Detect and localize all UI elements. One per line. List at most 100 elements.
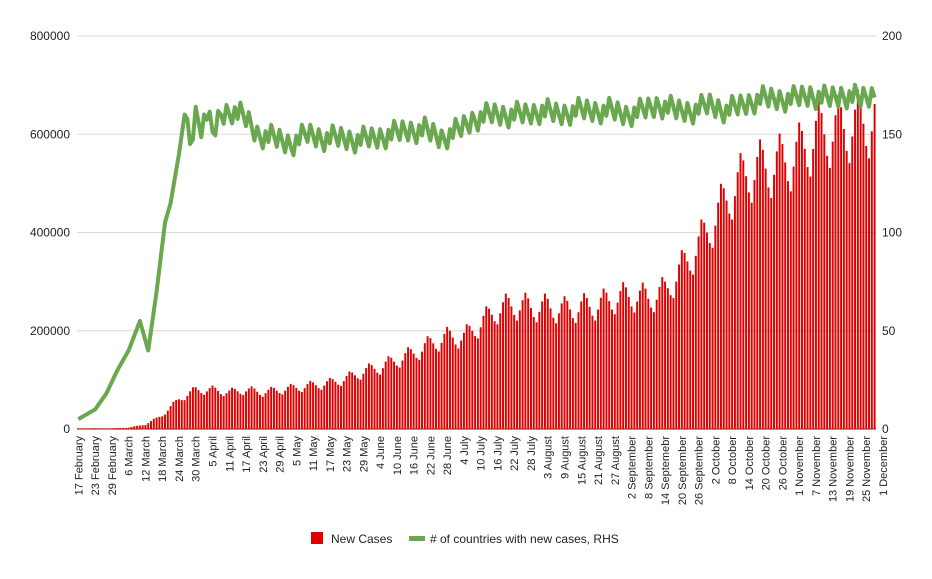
- bar-new-cases: [460, 340, 463, 429]
- bar-new-cases: [398, 367, 401, 429]
- right-tick-label: 0: [882, 422, 889, 436]
- bar-new-cases: [113, 428, 116, 429]
- bar-new-cases: [675, 281, 678, 429]
- bar-new-cases: [228, 390, 231, 429]
- bar-new-cases: [630, 306, 633, 429]
- bar-new-cases: [496, 324, 499, 429]
- bar-new-cases: [602, 288, 605, 429]
- bar-new-cases: [127, 427, 130, 429]
- bar-new-cases: [150, 420, 153, 429]
- bar-new-cases: [152, 418, 155, 429]
- new-cases-bars: [77, 89, 876, 430]
- bar-new-cases: [650, 307, 653, 429]
- legend-swatch-countries: [409, 536, 425, 541]
- bar-new-cases: [840, 107, 843, 429]
- bar-new-cases: [351, 372, 354, 429]
- x-tick-label: 17 April: [241, 436, 253, 473]
- left-tick-label: 200000: [30, 324, 70, 338]
- bar-new-cases: [208, 388, 211, 429]
- x-tick-label: 29 February: [107, 436, 119, 496]
- bar-new-cases: [538, 311, 541, 429]
- bar-new-cases: [328, 377, 331, 429]
- x-tick-label: 6 March: [124, 436, 136, 476]
- bar-new-cases: [312, 382, 315, 429]
- x-tick-label: 27 August: [610, 436, 622, 485]
- bar-new-cases: [393, 361, 396, 429]
- bar-new-cases: [356, 378, 359, 429]
- bar-new-cases: [443, 333, 446, 429]
- bar-new-cases: [236, 391, 239, 429]
- bar-new-cases: [510, 306, 513, 429]
- x-tick-label: 16 June: [409, 436, 421, 475]
- bar-new-cases: [116, 428, 119, 429]
- line-countries: [77, 82, 877, 421]
- bar-new-cases: [485, 306, 488, 429]
- bar-new-cases: [407, 347, 410, 429]
- bar-new-cases: [719, 183, 722, 429]
- bar-new-cases: [284, 390, 287, 429]
- bar-new-cases: [814, 120, 817, 429]
- right-tick-label: 200: [882, 29, 902, 43]
- bar-new-cases: [189, 391, 192, 429]
- bar-new-cases: [789, 191, 792, 429]
- bar-new-cases: [166, 410, 169, 429]
- bar-new-cases: [169, 406, 172, 429]
- bar-new-cases: [745, 176, 748, 429]
- bar-new-cases: [823, 134, 826, 430]
- x-tick-label: 23 April: [258, 436, 270, 473]
- bar-new-cases: [191, 387, 194, 429]
- bar-new-cases: [862, 123, 865, 429]
- bar-new-cases: [261, 396, 264, 429]
- bar-new-cases: [666, 288, 669, 429]
- bar-new-cases: [784, 162, 787, 429]
- bar-new-cases: [164, 414, 166, 429]
- bar-new-cases: [99, 428, 102, 429]
- x-tick-label: 3 August: [543, 436, 555, 479]
- bar-new-cases: [96, 428, 99, 429]
- x-tick-label: 11 April: [224, 436, 236, 472]
- x-tick-label: 20 October: [761, 436, 773, 491]
- bar-new-cases: [381, 368, 384, 429]
- bar-new-cases: [200, 393, 203, 429]
- bar-new-cases: [379, 374, 382, 429]
- bar-new-cases: [560, 303, 563, 429]
- bar-new-cases: [421, 351, 424, 429]
- bar-new-cases: [233, 388, 236, 429]
- bar-new-cases: [272, 388, 275, 429]
- bar-new-cases: [457, 348, 460, 429]
- bar-new-cases: [541, 301, 544, 429]
- bar-new-cases: [870, 131, 873, 430]
- bar-new-cases: [309, 380, 312, 429]
- x-tick-label: 29 April: [275, 436, 287, 473]
- bar-new-cases: [731, 219, 734, 429]
- bar-new-cases: [245, 391, 247, 429]
- bar-new-cases: [694, 255, 697, 429]
- bar-new-cases: [781, 144, 784, 429]
- bar-new-cases: [837, 95, 840, 429]
- bar-new-cases: [597, 309, 600, 429]
- bar-new-cases: [337, 384, 340, 429]
- bar-new-cases: [440, 342, 443, 429]
- bar-new-cases: [527, 298, 530, 429]
- bar-new-cases: [546, 298, 549, 429]
- left-tick-label: 0: [63, 422, 70, 436]
- bar-new-cases: [773, 174, 776, 429]
- bar-new-cases: [412, 353, 415, 429]
- bar-new-cases: [619, 290, 622, 429]
- bar-new-cases: [742, 160, 745, 429]
- bar-new-cases: [177, 399, 180, 429]
- bar-new-cases: [658, 286, 661, 429]
- x-tick-label: 14 Septemebr: [660, 436, 672, 505]
- bar-new-cases: [124, 427, 127, 429]
- bar-new-cases: [672, 298, 675, 429]
- bar-new-cases: [479, 327, 482, 429]
- bar-new-cases: [409, 349, 412, 429]
- x-tick-label: 15 August: [576, 436, 588, 485]
- bar-new-cases: [186, 395, 189, 429]
- bar-new-cases: [831, 141, 834, 429]
- bar-new-cases: [295, 387, 298, 429]
- bar-new-cases: [180, 400, 183, 429]
- bar-new-cases: [549, 308, 552, 429]
- bar-new-cases: [119, 427, 122, 429]
